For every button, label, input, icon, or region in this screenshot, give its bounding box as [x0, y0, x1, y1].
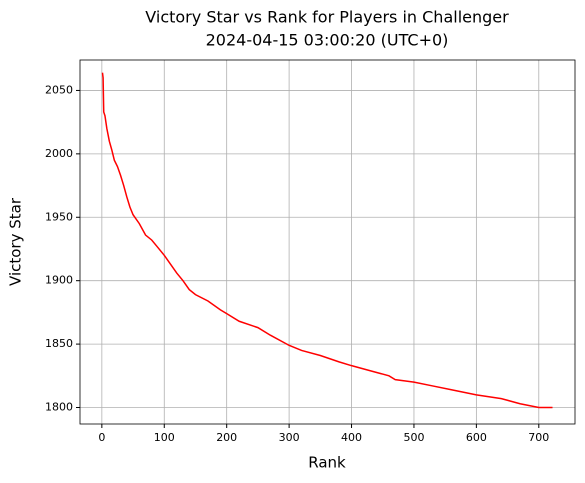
y-tick-label: 1800: [45, 401, 73, 414]
y-tick-label: 2050: [45, 83, 73, 96]
x-tick-label: 600: [466, 431, 487, 444]
y-tick-label: 1900: [45, 274, 73, 287]
x-tick-label: 300: [279, 431, 300, 444]
x-axis-label: Rank: [308, 454, 346, 472]
data-line: [101, 72, 553, 409]
y-tick-label: 2000: [45, 147, 73, 160]
x-tick-label: 100: [154, 431, 175, 444]
x-tick-label: 0: [98, 431, 105, 444]
x-tick-label: 500: [403, 431, 424, 444]
chart-title: Victory Star vs Rank for Players in Chal…: [145, 8, 509, 27]
chart-subtitle: 2024-04-15 03:00:20 (UTC+0): [206, 31, 449, 50]
x-tick-label: 700: [528, 431, 549, 444]
x-tick-label: 400: [341, 431, 362, 444]
plot-frame: [79, 59, 576, 425]
y-axis-label: Victory Star: [7, 197, 25, 286]
y-tick-label: 1850: [45, 337, 73, 350]
x-tick-label: 200: [216, 431, 237, 444]
y-tick-label: 1950: [45, 210, 73, 223]
